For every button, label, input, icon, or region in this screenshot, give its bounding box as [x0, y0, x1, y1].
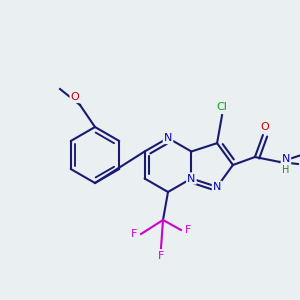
- Text: N: N: [282, 154, 290, 164]
- Text: Cl: Cl: [217, 102, 227, 112]
- Text: O: O: [70, 92, 80, 102]
- Text: H: H: [282, 165, 290, 175]
- Text: F: F: [158, 251, 164, 261]
- Text: O: O: [261, 122, 269, 132]
- Text: F: F: [131, 229, 137, 239]
- Text: N: N: [164, 133, 172, 143]
- Text: N: N: [187, 173, 196, 184]
- Text: F: F: [185, 225, 191, 235]
- Text: N: N: [213, 182, 221, 192]
